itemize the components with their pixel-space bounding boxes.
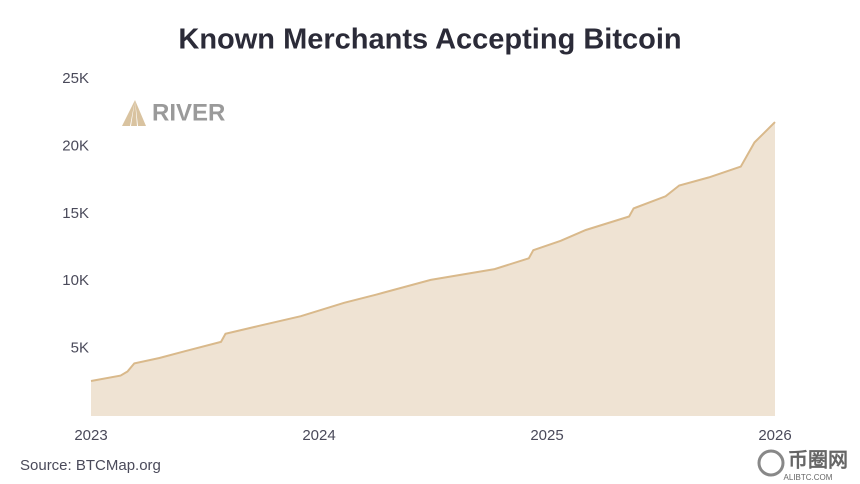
y-tick-label: 15K <box>62 205 89 222</box>
watermark-sub: ALIBTC.COM <box>784 473 833 482</box>
y-tick-label: 25K <box>62 70 89 87</box>
x-tick-label: 2026 <box>758 427 791 444</box>
logo: RIVER <box>122 99 225 126</box>
logo-icon <box>122 100 146 126</box>
logo-text: RIVER <box>152 99 225 126</box>
source: Source: BTCMap.org <box>20 457 161 474</box>
chart-title: Known Merchants Accepting Bitcoin <box>178 24 681 56</box>
y-tick-label: 10K <box>62 272 89 289</box>
watermark: 币圈网 ALIBTC.COM <box>757 448 848 482</box>
line <box>90 121 776 382</box>
area <box>91 122 775 416</box>
watermark-text: 币圈网 <box>788 448 848 471</box>
x-tick-label: 2023 <box>74 427 107 444</box>
y-tick-label: 20K <box>62 137 89 154</box>
x-tick-label: 2025 <box>530 427 563 444</box>
watermark-icon <box>757 449 785 477</box>
y-tick-label: 5K <box>71 340 89 357</box>
x-tick-label: 2024 <box>302 427 335 444</box>
